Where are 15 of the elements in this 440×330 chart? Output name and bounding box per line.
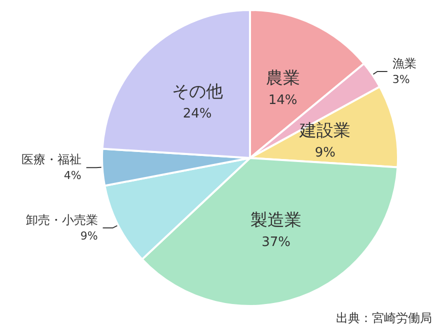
slice-label: 卸売・小売業 — [26, 212, 98, 227]
slice-label: 製造業 — [250, 210, 302, 230]
source-note: 出典：宮崎労働局 — [336, 311, 432, 325]
data-label: 24% — [182, 106, 212, 122]
data-label: 9% — [314, 146, 336, 161]
slice-label: 医療・福祉 — [21, 152, 82, 167]
data-label: 4% — [64, 169, 82, 182]
data-label: 14% — [268, 92, 298, 108]
slice-label: その他 — [172, 82, 223, 102]
slice-label: 漁業 — [392, 56, 416, 70]
data-label: 3% — [392, 72, 410, 86]
data-label: 37% — [262, 234, 291, 250]
slice-label: 農業 — [266, 68, 300, 88]
slice-label: 建設業 — [298, 121, 351, 142]
data-label: 9% — [80, 229, 98, 242]
